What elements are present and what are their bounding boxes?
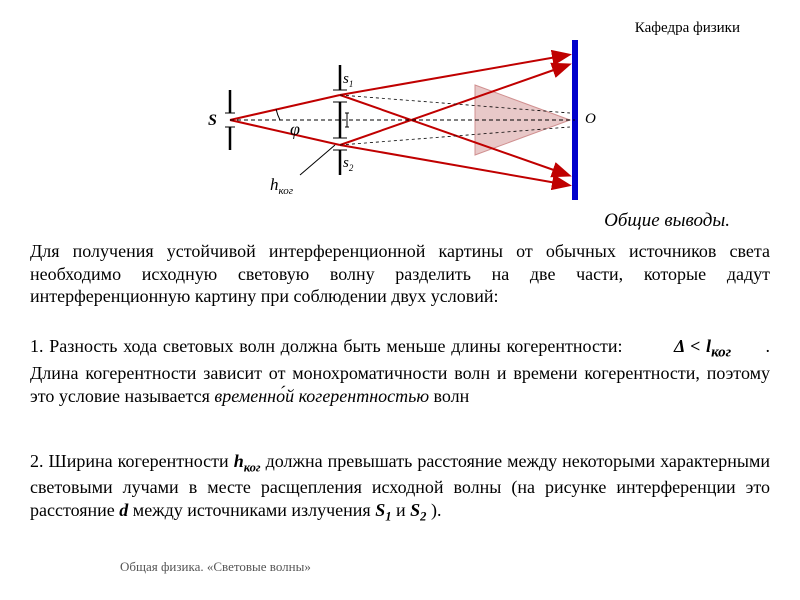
department-label: Кафедра физики: [635, 20, 740, 37]
label-s2: s2: [343, 155, 354, 173]
p3-end: ).: [431, 500, 442, 520]
label-phi: φ: [290, 119, 300, 139]
label-s1: s1: [343, 71, 353, 89]
ray-s1-up: [340, 55, 568, 95]
p3-d: d: [119, 500, 128, 520]
hkog-pointer: [300, 145, 335, 175]
angle-arc: [276, 109, 280, 120]
p3-and: и: [396, 500, 410, 520]
ray-s-s2: [230, 120, 340, 145]
ray-s2-down: [340, 145, 568, 185]
paragraph-condition-2: 2. Ширина когерентности hког должна прев…: [0, 450, 800, 525]
p2-term: временно́й когерентностью: [214, 386, 429, 406]
p2-formula: Δ < lког: [674, 336, 731, 356]
p3-hkog: hког: [234, 451, 261, 471]
paragraph-condition-1: 1. Разность хода световых волн должна бы…: [0, 335, 800, 407]
p3-lead: 2. Ширина когерентности: [30, 451, 234, 471]
footer-text: Общая физика. «Световые волны»: [120, 559, 311, 575]
ray-s-s1: [230, 95, 340, 120]
section-title: Общие выводы.: [604, 210, 730, 232]
p3-S2: S2: [410, 500, 426, 520]
label-S: S: [208, 112, 217, 129]
interference-diagram: S s1 s2 O φ hког: [200, 35, 620, 205]
p3-mid2: между источниками излучения: [133, 500, 375, 520]
p2-lead: 1. Разность хода световых волн должна бы…: [30, 336, 622, 356]
label-O: O: [585, 111, 596, 127]
paragraph-intro: Для получения устойчивой интерференционн…: [0, 240, 800, 308]
p2-tail2: волн: [429, 386, 469, 406]
p3-S1: S1: [375, 500, 391, 520]
label-hkog: hког: [270, 175, 294, 197]
